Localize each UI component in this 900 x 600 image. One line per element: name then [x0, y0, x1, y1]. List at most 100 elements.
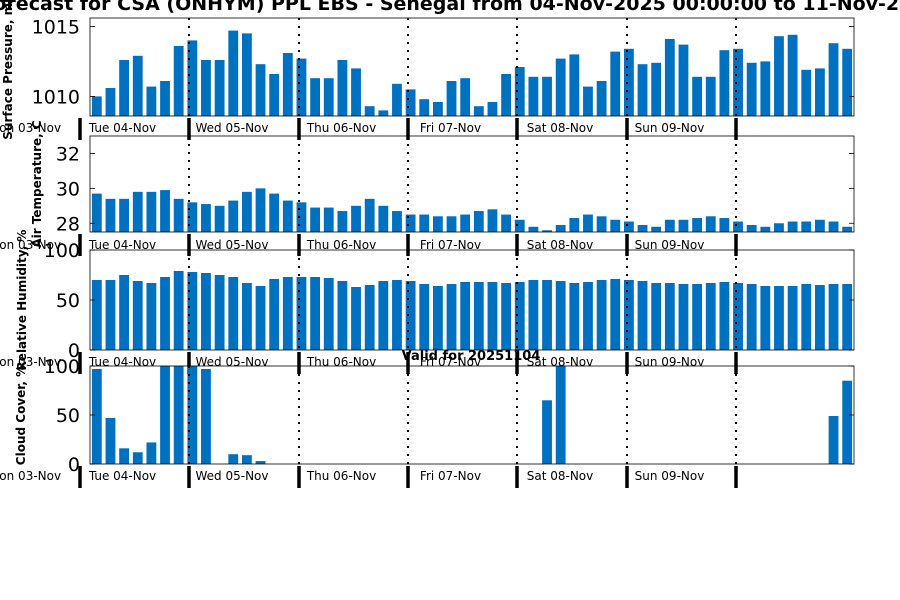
pressure-bar	[542, 76, 552, 116]
humidity-bar	[528, 280, 539, 350]
pressure-bar	[528, 76, 539, 116]
temperature-bar	[173, 198, 184, 232]
cloud-bar	[241, 455, 252, 464]
temperature-day-label: Sun 09-Nov	[635, 238, 705, 252]
temperature-bar	[705, 216, 716, 232]
humidity-bar	[392, 280, 402, 350]
temperature-bar	[187, 202, 198, 232]
temperature-bar	[91, 193, 102, 232]
pressure-bar	[760, 61, 771, 116]
pressure-bar	[664, 39, 675, 116]
pressure-bar	[473, 106, 484, 116]
cloud-ylabel: Cloud Cover, %	[14, 365, 28, 465]
temperature-day-label: Wed 05-Nov	[196, 238, 269, 252]
pressure-bar	[719, 50, 730, 117]
temperature-bar	[692, 218, 703, 232]
humidity-bar	[842, 284, 853, 350]
temperature-bar	[160, 190, 170, 232]
pressure-bar	[419, 99, 430, 116]
pressure-bar	[296, 58, 307, 116]
pressure-bar	[91, 96, 102, 116]
temperature-bar	[132, 191, 143, 232]
pressure-bar	[842, 48, 853, 116]
temperature-bar	[787, 221, 798, 232]
temperature-bar	[119, 198, 130, 232]
pressure-day-label: Fri 07-Nov	[420, 121, 481, 135]
temperature-bar	[528, 226, 539, 232]
pressure-bar	[446, 81, 457, 116]
pressure-bar	[351, 68, 361, 116]
humidity-day-label: Tue 04-Nov	[88, 355, 156, 369]
humidity-bar	[746, 284, 757, 350]
cloud-ytick-label: 0	[68, 454, 80, 476]
temperature-bar	[774, 223, 784, 232]
humidity-ytick-label: 0	[68, 340, 80, 362]
pressure-bar	[378, 110, 389, 116]
pressure-bar	[105, 88, 116, 116]
humidity-bar	[378, 281, 389, 350]
humidity-bar	[269, 279, 280, 350]
humidity-bar	[91, 280, 102, 350]
cloud-bar	[132, 452, 143, 464]
temperature-day-label: Thu 06-Nov	[306, 238, 376, 252]
cloud-bar	[146, 442, 157, 464]
humidity-ytick-label: 100	[44, 240, 80, 262]
humidity-bar	[814, 285, 825, 350]
pressure-bar	[828, 43, 839, 117]
temperature-bar	[241, 191, 252, 232]
temperature-bar	[337, 211, 348, 232]
temperature-bar	[310, 207, 321, 232]
temperature-day-label: Sat 08-Nov	[527, 238, 594, 252]
humidity-bar	[760, 286, 771, 350]
pressure-bar	[337, 60, 348, 116]
cloud-bar	[160, 366, 170, 464]
humidity-day-label: Mon 03-Nov	[0, 355, 61, 369]
humidity-day-label: Fri 07-Nov	[420, 355, 481, 369]
humidity-bar	[405, 281, 416, 350]
cloud-bar	[173, 366, 184, 464]
pressure-bar	[364, 106, 375, 116]
temperature-bar	[637, 225, 648, 232]
pressure-bar	[282, 53, 293, 116]
pressure-bar	[214, 60, 225, 116]
pressure-ytick-label: 1015	[32, 16, 80, 38]
humidity-bar	[555, 281, 566, 350]
pressure-bar	[596, 81, 607, 116]
humidity-bar	[187, 272, 198, 350]
pressure-bar	[555, 58, 566, 116]
humidity-bar	[596, 280, 607, 350]
pressure-day-label: Sat 08-Nov	[527, 121, 594, 135]
temperature-bar	[596, 216, 607, 232]
humidity-bar	[664, 283, 675, 350]
humidity-bar	[787, 286, 798, 350]
cloud-bar	[842, 380, 853, 464]
pressure-bar	[228, 30, 239, 117]
humidity-bar	[801, 284, 812, 350]
temperature-bar	[351, 205, 361, 232]
pressure-bar	[814, 68, 825, 116]
temperature-bar	[583, 214, 593, 232]
pressure-bar	[132, 55, 143, 116]
cloud-day-label: Tue 04-Nov	[88, 469, 156, 483]
pressure-bar	[569, 54, 580, 116]
pressure-bar	[487, 102, 498, 116]
humidity-day-label: Sun 09-Nov	[635, 355, 705, 369]
humidity-bar	[473, 282, 484, 350]
pressure-bar	[405, 89, 416, 116]
humidity-bar	[296, 277, 307, 350]
humidity-bar	[255, 286, 266, 350]
cloud-day-label: Sat 08-Nov	[527, 469, 594, 483]
temperature-bar	[269, 193, 280, 232]
cloud-bar	[828, 415, 839, 464]
temperature-bar	[501, 214, 512, 232]
cloud-ytick-label: 50	[56, 405, 80, 427]
temperature-bar	[446, 216, 457, 232]
temperature-bar	[746, 225, 757, 232]
cloud-bar	[228, 454, 239, 464]
cloud-ytick-label: 100	[44, 356, 80, 378]
pressure-frame	[89, 17, 855, 117]
humidity-bar	[501, 283, 512, 350]
cloud-bar	[542, 400, 552, 464]
pressure-bar	[392, 83, 402, 116]
